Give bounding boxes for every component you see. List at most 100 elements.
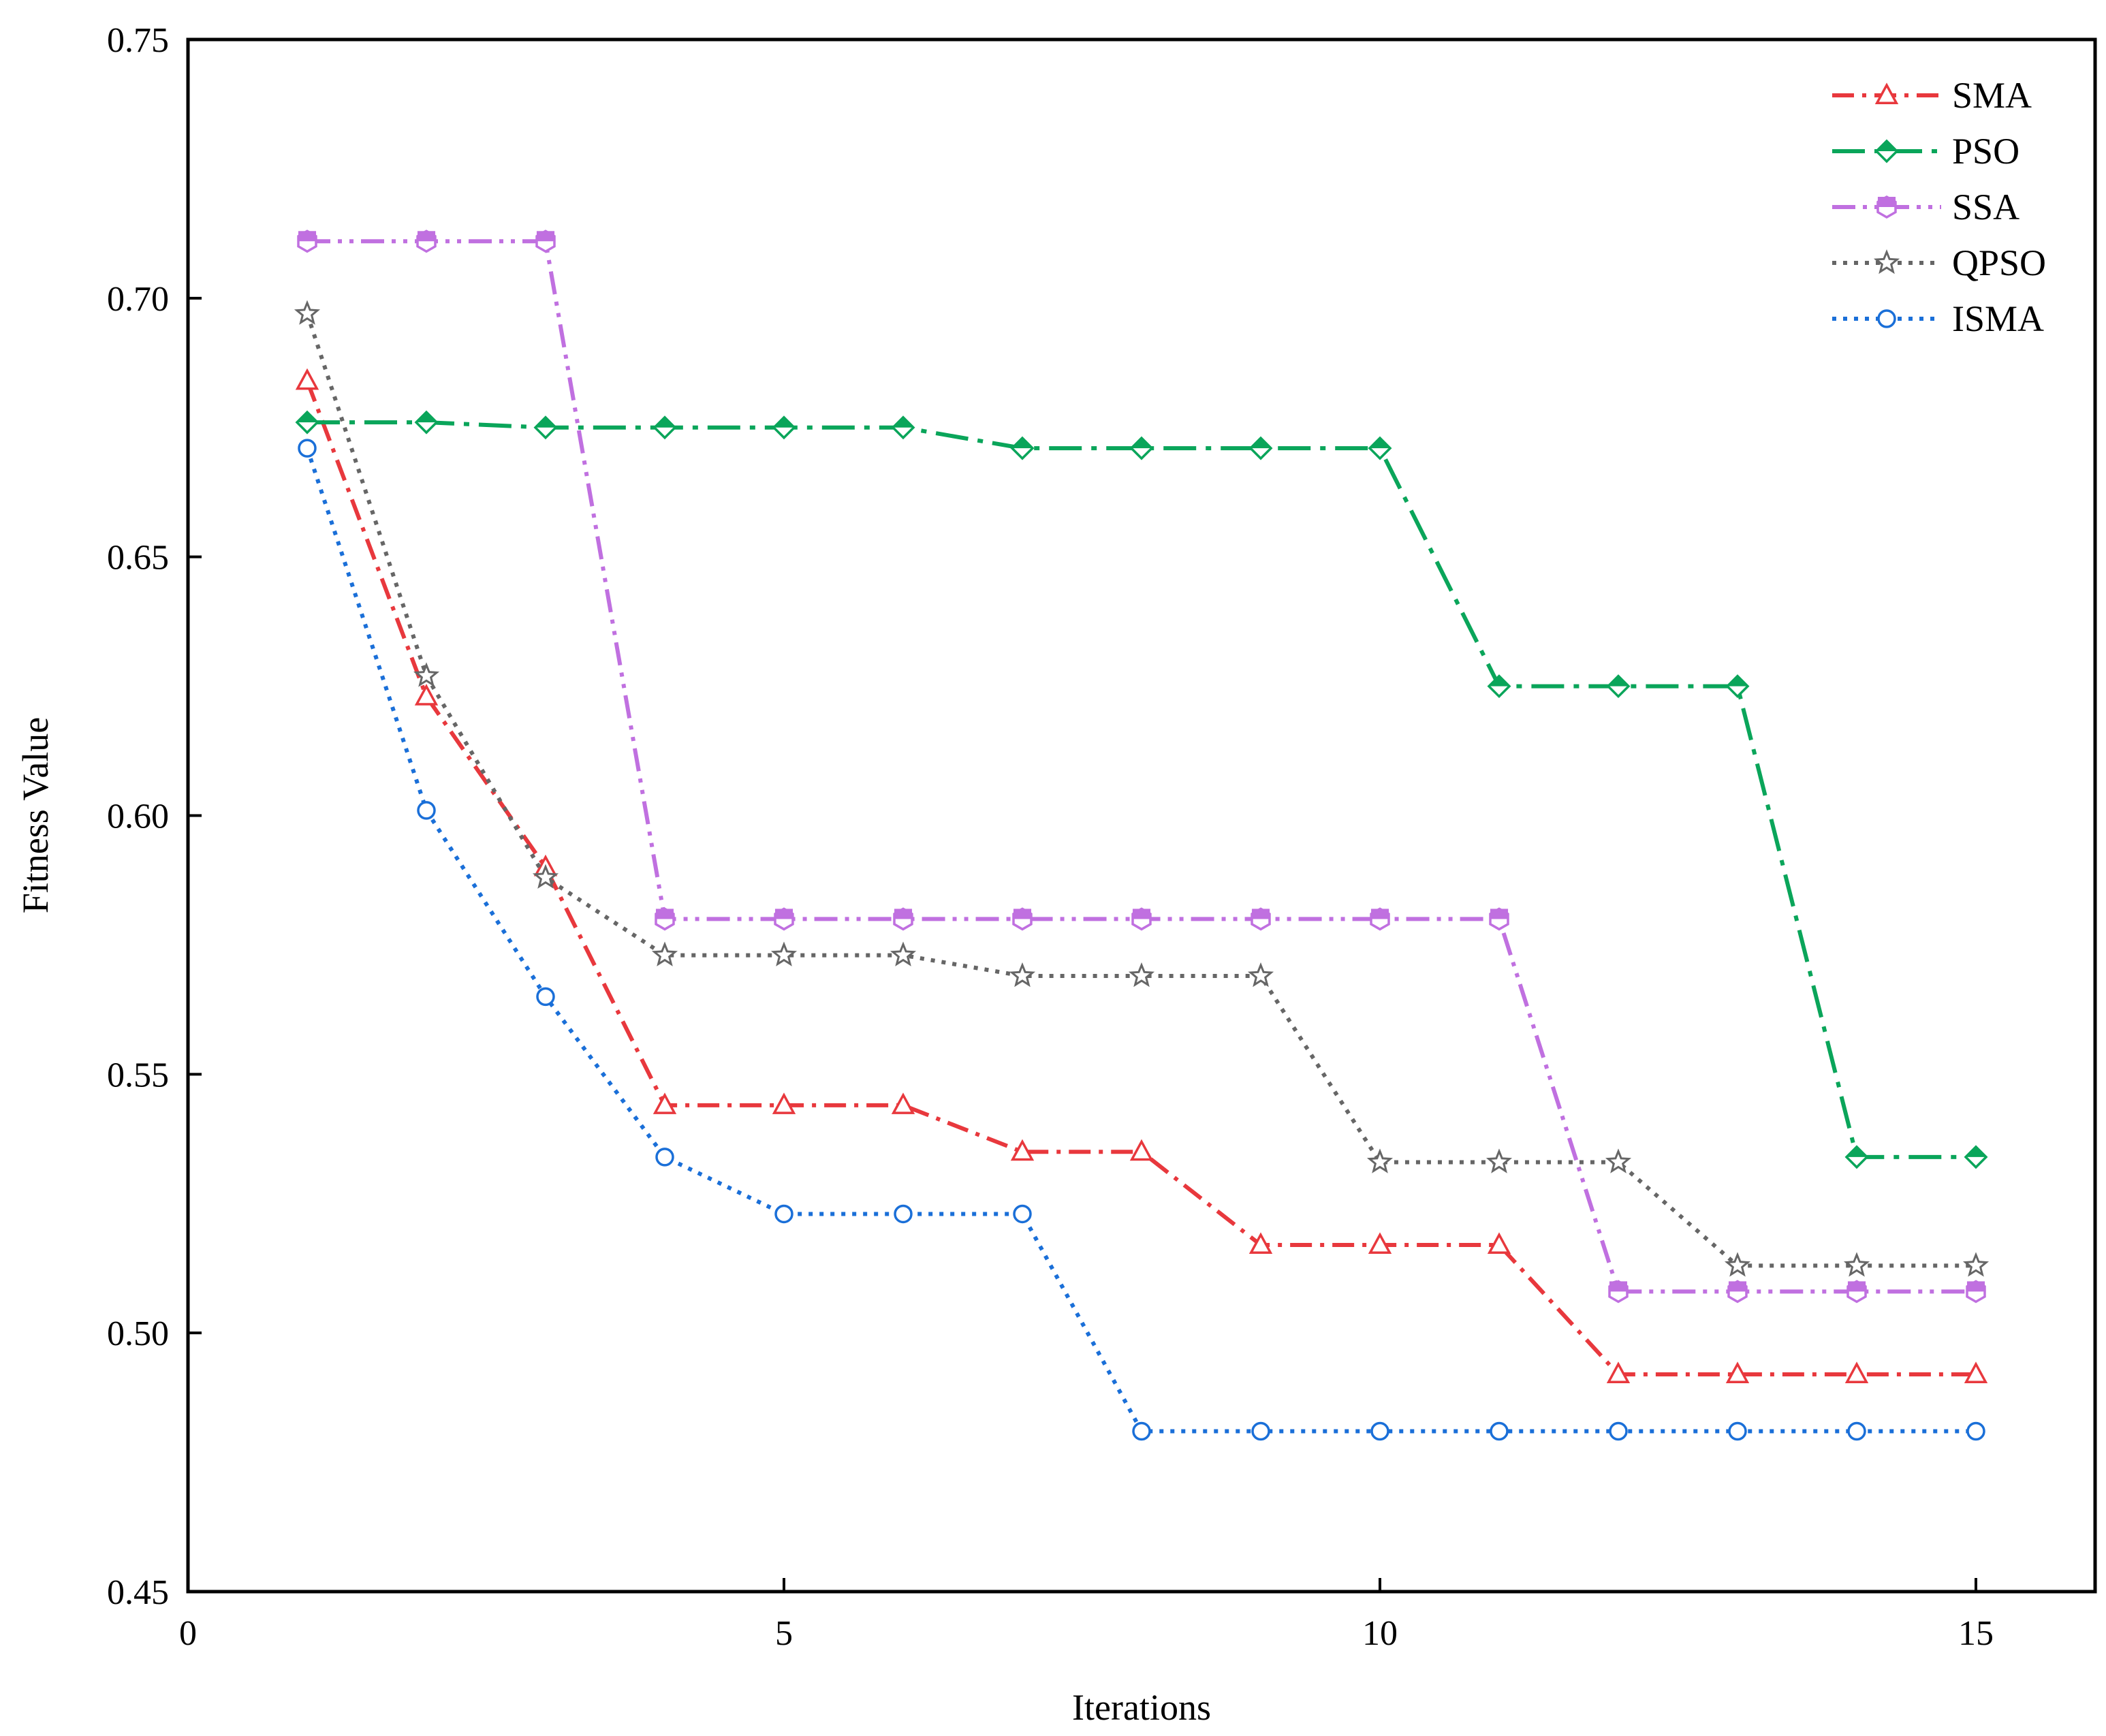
data-point-pso bbox=[533, 415, 558, 440]
data-point-qpso bbox=[770, 941, 798, 966]
data-point-ssa bbox=[1131, 907, 1152, 931]
data-point-sma bbox=[1964, 1361, 1988, 1383]
data-point-ssa bbox=[774, 907, 794, 931]
y-axis-title: Fitness Value bbox=[15, 717, 56, 914]
legend-marker-isma bbox=[1877, 309, 1896, 328]
data-point-isma bbox=[1370, 1421, 1389, 1441]
data-point-sma bbox=[653, 1092, 677, 1114]
data-point-pso bbox=[414, 410, 439, 435]
data-point-ssa bbox=[1608, 1280, 1629, 1304]
data-point-pso bbox=[772, 415, 796, 440]
data-point-isma bbox=[1013, 1204, 1032, 1224]
data-point-isma bbox=[1490, 1421, 1509, 1441]
data-point-isma bbox=[1251, 1421, 1270, 1441]
data-point-sma bbox=[1129, 1139, 1154, 1161]
data-point-sma bbox=[1606, 1361, 1631, 1383]
data-point-pso bbox=[1248, 436, 1273, 460]
legend-label-qpso: QPSO bbox=[1952, 242, 2046, 283]
data-point-isma bbox=[1847, 1421, 1866, 1441]
data-point-pso bbox=[1487, 674, 1511, 699]
legend-label-ssa: SSA bbox=[1952, 187, 2019, 227]
data-point-qpso bbox=[1247, 962, 1274, 988]
legend-marker-qpso bbox=[1873, 249, 1900, 274]
data-point-pso bbox=[1964, 1145, 1988, 1169]
legend-item-ssa: SSA bbox=[1832, 187, 2019, 227]
legend-marker-sma bbox=[1874, 82, 1899, 104]
y-tick-label: 0.65 bbox=[107, 539, 169, 578]
series-pso bbox=[295, 410, 1988, 1169]
legend-label-sma: SMA bbox=[1952, 75, 2032, 116]
data-point-qpso bbox=[1605, 1148, 1632, 1173]
data-point-pso bbox=[891, 415, 915, 440]
data-point-ssa bbox=[416, 230, 437, 253]
data-point-qpso bbox=[1486, 1148, 1513, 1173]
data-point-sma bbox=[295, 368, 319, 390]
series-ssa bbox=[297, 230, 1986, 1304]
data-point-pso bbox=[1010, 436, 1035, 460]
y-tick-label: 0.50 bbox=[107, 1314, 169, 1353]
data-point-sma bbox=[1725, 1361, 1750, 1383]
data-point-ssa bbox=[1370, 907, 1390, 931]
x-axis-title: Iterations bbox=[1072, 1687, 1211, 1728]
data-point-qpso bbox=[413, 662, 440, 687]
y-tick-label: 0.75 bbox=[107, 21, 169, 60]
legend-label-pso: PSO bbox=[1952, 131, 2019, 172]
data-point-qpso bbox=[1009, 962, 1036, 988]
data-point-pso bbox=[1606, 674, 1631, 699]
data-point-isma bbox=[298, 439, 317, 458]
data-point-qpso bbox=[1128, 962, 1155, 988]
data-point-isma bbox=[655, 1148, 674, 1167]
data-point-ssa bbox=[1012, 907, 1033, 931]
x-tick-label: 10 bbox=[1362, 1614, 1398, 1653]
data-point-qpso bbox=[890, 941, 917, 966]
legend-item-pso: PSO bbox=[1832, 131, 2019, 172]
data-point-isma bbox=[894, 1204, 913, 1224]
axes-layer: 0 5 10 15 0.45 0.50 0.55 0.60 0.65 0.70 0.75 bbox=[107, 21, 1994, 1653]
data-point-pso bbox=[295, 410, 319, 435]
data-point-sma bbox=[1248, 1232, 1273, 1254]
data-point-isma bbox=[1132, 1421, 1151, 1441]
data-point-sma bbox=[414, 684, 439, 706]
y-tick-label: 0.55 bbox=[107, 1056, 169, 1094]
x-tick-label: 5 bbox=[775, 1614, 793, 1653]
data-point-qpso bbox=[1366, 1148, 1394, 1173]
data-point-sma bbox=[1487, 1232, 1511, 1254]
data-point-isma bbox=[417, 801, 436, 820]
data-point-isma bbox=[536, 987, 555, 1007]
data-point-ssa bbox=[1846, 1280, 1867, 1304]
legend-marker-ssa bbox=[1876, 195, 1897, 219]
data-point-pso bbox=[1129, 436, 1154, 460]
legend-label-isma: ISMA bbox=[1952, 298, 2044, 339]
legend-marker-pso bbox=[1874, 139, 1899, 163]
legend: SMA PSO SSA QPSO ISMA bbox=[1832, 75, 2046, 339]
y-tick-label: 0.60 bbox=[107, 798, 169, 836]
x-tick-label: 15 bbox=[1958, 1614, 1994, 1653]
data-point-sma bbox=[891, 1092, 915, 1114]
data-point-ssa bbox=[1966, 1280, 1986, 1304]
legend-item-sma: SMA bbox=[1832, 75, 2032, 116]
legend-item-isma: ISMA bbox=[1832, 298, 2044, 339]
data-point-qpso bbox=[294, 300, 321, 325]
data-point-ssa bbox=[1251, 907, 1271, 931]
data-point-ssa bbox=[535, 230, 556, 253]
data-point-isma bbox=[1728, 1421, 1747, 1441]
data-point-pso bbox=[1725, 674, 1750, 699]
data-point-qpso bbox=[532, 864, 559, 889]
series-line-qpso bbox=[305, 313, 1976, 1268]
data-point-isma bbox=[1609, 1421, 1628, 1441]
series-layer bbox=[294, 230, 1990, 1441]
data-point-qpso bbox=[1843, 1252, 1870, 1277]
data-point-pso bbox=[1844, 1145, 1869, 1169]
data-point-pso bbox=[653, 415, 677, 440]
y-tick-label: 0.45 bbox=[107, 1573, 169, 1612]
data-point-ssa bbox=[297, 230, 317, 253]
legend-item-qpso: QPSO bbox=[1832, 242, 2046, 283]
y-tick-label: 0.70 bbox=[107, 280, 169, 319]
data-point-ssa bbox=[893, 907, 913, 931]
series-qpso bbox=[294, 300, 1990, 1277]
data-point-ssa bbox=[1727, 1280, 1748, 1304]
series-isma bbox=[298, 439, 1985, 1441]
data-point-isma bbox=[1966, 1421, 1985, 1441]
data-point-qpso bbox=[651, 941, 678, 966]
data-point-sma bbox=[1368, 1232, 1392, 1254]
